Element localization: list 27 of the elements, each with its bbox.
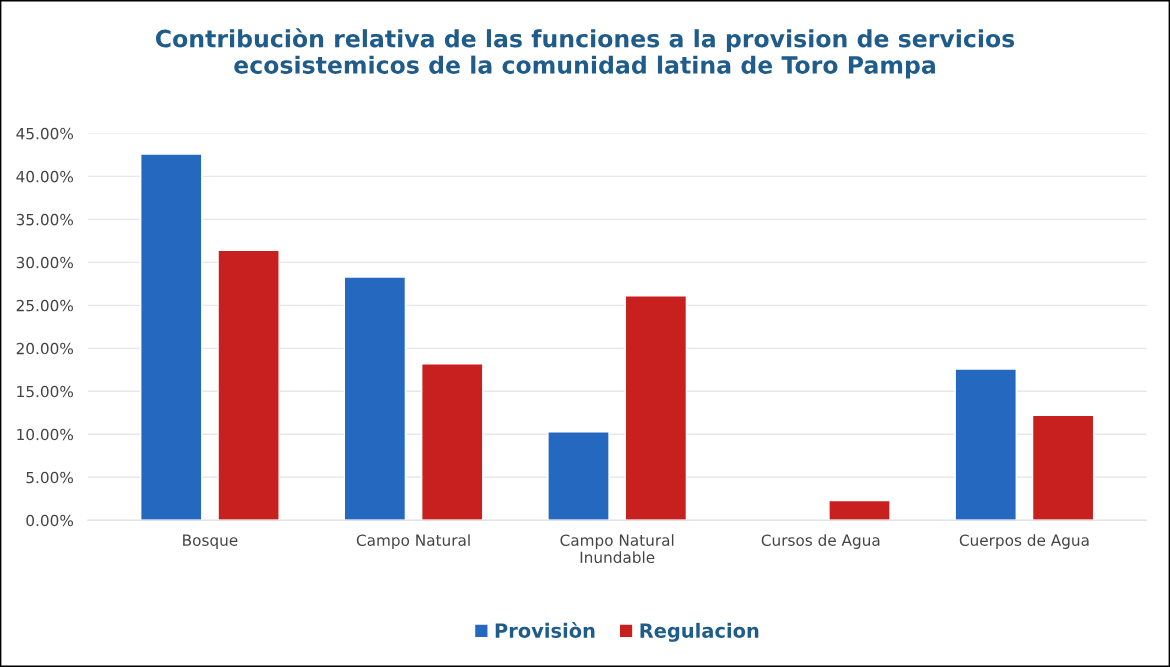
y-tick-label: 0.00% bbox=[26, 514, 74, 527]
bar bbox=[217, 249, 280, 521]
y-tick-label: 10.00% bbox=[17, 428, 74, 441]
y-tick-label: 15.00% bbox=[17, 385, 74, 398]
bar bbox=[954, 368, 1017, 521]
y-tick-label: 5.00% bbox=[26, 471, 74, 484]
bar bbox=[828, 499, 891, 521]
y-tick-label: 25.00% bbox=[16, 299, 74, 312]
bar bbox=[343, 276, 407, 521]
x-tick-label: Bosque bbox=[183, 534, 238, 549]
bar bbox=[624, 295, 688, 521]
legend-label: Regulacion bbox=[640, 622, 759, 642]
y-tick-label: 40.00% bbox=[16, 170, 74, 183]
x-tick-label: Campo Natural bbox=[356, 534, 470, 549]
x-tick-label: Cuerpos de Agua bbox=[959, 534, 1089, 549]
y-tick-label: 45.00% bbox=[16, 127, 74, 140]
bar bbox=[139, 153, 203, 521]
bar bbox=[1031, 414, 1095, 521]
legend-label: Provisiòn bbox=[495, 622, 595, 638]
x-tick-label: Cursos de Agua bbox=[761, 534, 880, 549]
x-tick-label: Campo Natural Inundable bbox=[560, 534, 674, 564]
y-tick-label: 20.00% bbox=[16, 342, 74, 355]
y-tick-label: 35.00% bbox=[16, 213, 74, 226]
bar bbox=[420, 363, 484, 521]
y-tick-label: 30.00% bbox=[16, 256, 74, 269]
bar bbox=[547, 431, 610, 521]
chart-title: Contribuciòn relativa de las funciones a la provision de servicios ecosistemicos de la comunidad latina de Toro Pampa bbox=[155, 28, 1015, 79]
